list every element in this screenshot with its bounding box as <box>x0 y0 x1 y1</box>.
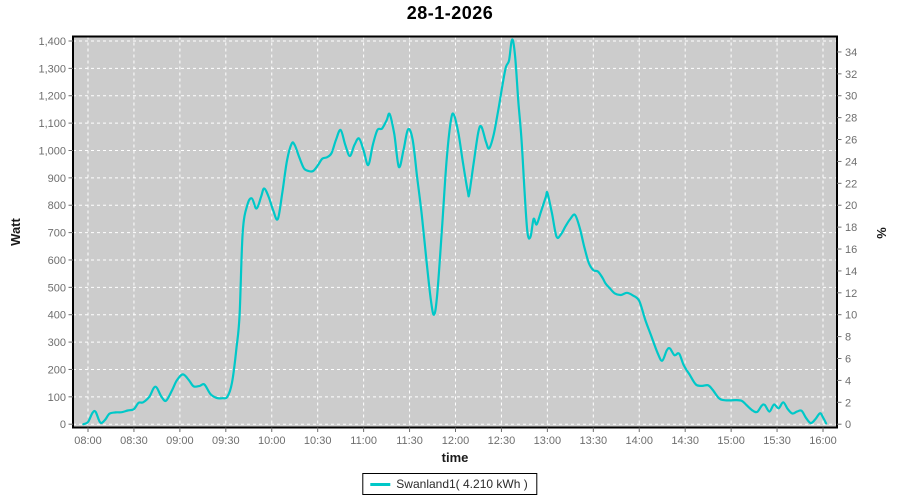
svg-text:400: 400 <box>48 310 66 322</box>
svg-text:900: 900 <box>48 173 66 185</box>
svg-text:22: 22 <box>845 178 857 190</box>
svg-text:300: 300 <box>48 337 66 349</box>
legend-line-swatch <box>370 482 391 486</box>
svg-text:24: 24 <box>845 156 857 168</box>
legend-label: Swanland1( 4.210 kWh ) <box>396 477 528 491</box>
svg-text:30: 30 <box>845 91 857 103</box>
x-axis-title: time <box>442 450 469 465</box>
chart-title: 28-1-2026 <box>406 3 494 23</box>
svg-text:2: 2 <box>845 397 851 409</box>
svg-text:1,400: 1,400 <box>38 36 66 48</box>
svg-text:14:30: 14:30 <box>671 435 699 447</box>
svg-text:08:30: 08:30 <box>120 435 148 447</box>
y-axis-left-ticks: 0 100 200 300 400 500 600 700 800 900 1,000 1,100 1,… <box>38 36 73 431</box>
svg-text:09:00: 09:00 <box>166 435 194 447</box>
svg-text:1,200: 1,200 <box>38 91 66 103</box>
x-axis-ticks: 08:00 08:30 09:00 09:30 10:00 10:30 11:00 11:30… <box>74 427 837 447</box>
svg-text:0: 0 <box>60 419 66 431</box>
svg-text:1,300: 1,300 <box>38 63 66 75</box>
svg-text:20: 20 <box>845 200 857 212</box>
svg-text:08:00: 08:00 <box>74 435 102 447</box>
svg-text:15:00: 15:00 <box>717 435 745 447</box>
svg-text:0: 0 <box>845 419 851 431</box>
svg-text:26: 26 <box>845 135 857 147</box>
svg-text:10:30: 10:30 <box>304 435 332 447</box>
svg-text:13:00: 13:00 <box>534 435 562 447</box>
svg-text:700: 700 <box>48 228 66 240</box>
svg-text:4: 4 <box>845 375 851 387</box>
svg-text:12:00: 12:00 <box>442 435 470 447</box>
svg-text:15:30: 15:30 <box>763 435 791 447</box>
svg-text:12: 12 <box>845 288 857 300</box>
svg-text:32: 32 <box>845 69 857 81</box>
svg-text:500: 500 <box>48 282 66 294</box>
svg-text:12:30: 12:30 <box>488 435 516 447</box>
svg-text:6: 6 <box>845 354 851 366</box>
svg-text:100: 100 <box>48 392 66 404</box>
svg-text:13:30: 13:30 <box>580 435 608 447</box>
svg-text:1,100: 1,100 <box>38 118 66 130</box>
series-line-swanland1 <box>82 38 828 426</box>
svg-text:11:30: 11:30 <box>396 435 423 447</box>
svg-text:600: 600 <box>48 255 66 267</box>
y-axis-right-title: % <box>874 227 889 239</box>
svg-text:09:30: 09:30 <box>212 435 240 447</box>
svg-text:28: 28 <box>845 113 857 125</box>
y-axis-left-title: Watt <box>8 217 23 245</box>
svg-text:14: 14 <box>845 266 857 278</box>
grid-lines <box>73 36 837 428</box>
svg-text:16:00: 16:00 <box>809 435 837 447</box>
svg-text:18: 18 <box>845 222 857 234</box>
svg-text:1,000: 1,000 <box>38 145 66 157</box>
svg-text:11:00: 11:00 <box>350 435 377 447</box>
svg-text:10:00: 10:00 <box>258 435 286 447</box>
svg-text:14:00: 14:00 <box>625 435 653 447</box>
svg-text:8: 8 <box>845 332 851 344</box>
legend: Swanland1( 4.210 kWh ) <box>362 473 538 495</box>
svg-text:10: 10 <box>845 310 857 322</box>
svg-text:16: 16 <box>845 244 857 256</box>
svg-text:34: 34 <box>845 47 857 59</box>
svg-text:200: 200 <box>48 364 66 376</box>
svg-text:800: 800 <box>48 200 66 212</box>
